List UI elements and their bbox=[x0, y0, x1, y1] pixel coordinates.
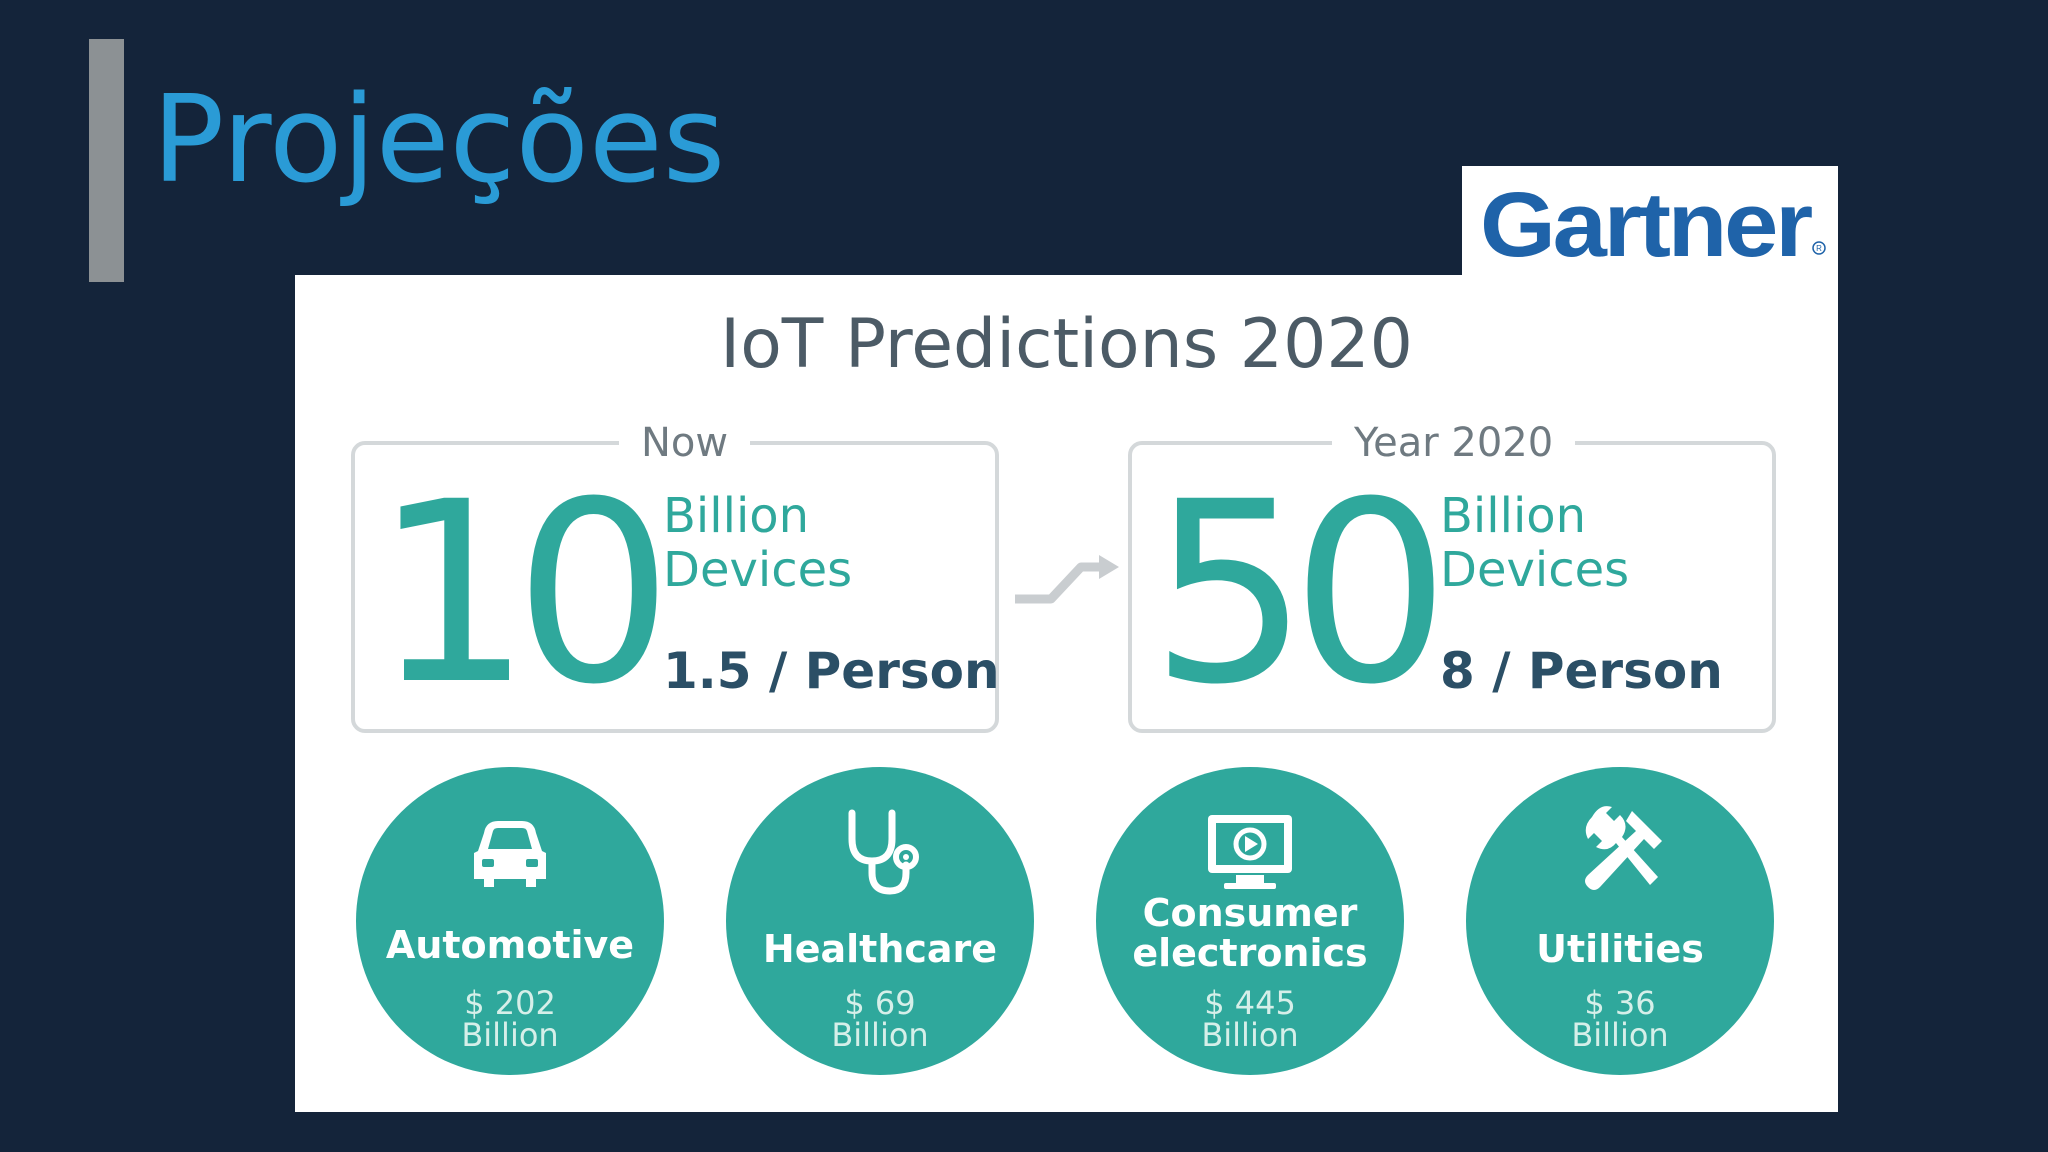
sector-consumer-electronics-unit: Billion bbox=[1201, 1016, 1299, 1054]
sector-utilities-name: Utilities bbox=[1536, 927, 1704, 971]
sector-healthcare-name: Healthcare bbox=[762, 927, 998, 971]
now-label: Now bbox=[619, 417, 751, 469]
sector-automotive-unit: Billion bbox=[461, 1016, 559, 1054]
future-device-count: 50 bbox=[1150, 448, 1450, 739]
now-device-count: 10 bbox=[373, 448, 673, 739]
title-accent-bar bbox=[89, 39, 124, 282]
future-unit: Billion Devices bbox=[1440, 489, 1629, 597]
iot-infographic: IoT Predictions 2020 Now 10 Billion Devi… bbox=[295, 275, 1838, 1112]
stethoscope-icon bbox=[848, 809, 919, 895]
now-unit: Billion Devices bbox=[663, 489, 852, 597]
sector-consumer-electronics: Consumer electronics $ 445 Billion bbox=[1096, 767, 1404, 1075]
future-unit-line1: Billion bbox=[1440, 488, 1587, 544]
sector-automotive-name: Automotive bbox=[385, 923, 635, 967]
sector-consumer-electronics-name-line1: Consumer bbox=[1142, 891, 1358, 935]
sector-consumer-electronics-name-line2: electronics bbox=[1132, 931, 1368, 975]
future-per-person: 8 / Person bbox=[1440, 642, 1723, 700]
infographic-title: IoT Predictions 2020 bbox=[720, 305, 1413, 384]
future-label: Year 2020 bbox=[1332, 417, 1576, 469]
gartner-wordmark: Gartner bbox=[1480, 174, 1812, 276]
now-stat-box: Now 10 Billion Devices 1.5 / Person bbox=[351, 417, 1000, 739]
svg-text:R: R bbox=[1816, 244, 1822, 253]
now-per-person: 1.5 / Person bbox=[663, 642, 1000, 700]
sector-automotive: Automotive $ 202 Billion bbox=[356, 767, 664, 1075]
sector-healthcare: Healthcare $ 69 Billion bbox=[726, 767, 1034, 1075]
slide-title: Projeções bbox=[152, 71, 726, 210]
sector-healthcare-unit: Billion bbox=[831, 1016, 929, 1054]
sector-healthcare-value: $ 69 bbox=[844, 984, 916, 1022]
tools-icon bbox=[1585, 806, 1662, 890]
growth-arrow-icon bbox=[1015, 555, 1119, 604]
future-stat-box: Year 2020 50 Billion Devices 8 / Person bbox=[1128, 417, 1776, 739]
monitor-play-icon bbox=[1208, 815, 1292, 889]
car-icon bbox=[474, 821, 546, 887]
gartner-logo: Gartner R bbox=[1462, 166, 1838, 276]
sector-automotive-value: $ 202 bbox=[464, 984, 556, 1022]
future-unit-line2: Devices bbox=[1440, 542, 1630, 598]
sector-utilities: Utilities $ 36 Billion bbox=[1466, 767, 1774, 1075]
sector-consumer-electronics-name: Consumer electronics bbox=[1096, 893, 1404, 973]
now-unit-line1: Billion bbox=[663, 488, 810, 544]
sector-consumer-electronics-value: $ 445 bbox=[1204, 984, 1296, 1022]
sector-utilities-unit: Billion bbox=[1571, 1016, 1669, 1054]
sector-utilities-value: $ 36 bbox=[1584, 984, 1656, 1022]
now-unit-line2: Devices bbox=[663, 542, 853, 598]
